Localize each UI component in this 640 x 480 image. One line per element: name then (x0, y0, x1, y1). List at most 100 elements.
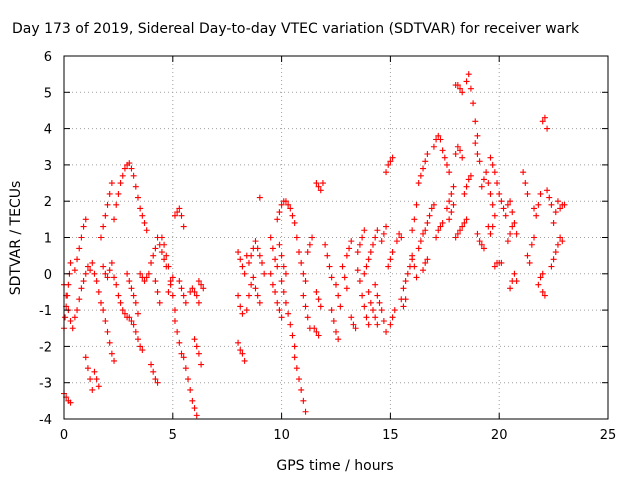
data-point (409, 256, 416, 263)
data-point (372, 234, 379, 241)
data-point (430, 143, 437, 150)
data-point (465, 71, 472, 78)
data-point (176, 205, 183, 212)
data-point (84, 263, 91, 270)
data-point (450, 183, 457, 190)
data-point (504, 201, 511, 208)
data-point (446, 169, 453, 176)
data-point (113, 281, 120, 288)
data-point (128, 317, 135, 324)
data-point (111, 274, 118, 281)
data-point (537, 274, 544, 281)
data-point (522, 180, 529, 187)
data-point (328, 307, 335, 314)
data-point (169, 292, 176, 299)
data-point (252, 285, 259, 292)
data-point (102, 317, 109, 324)
data-point (511, 270, 518, 277)
data-point (311, 325, 318, 332)
data-point (363, 263, 370, 270)
data-point (544, 125, 551, 132)
data-point (383, 223, 390, 230)
chart-title: Day 173 of 2019, Sidereal Day-to-day VTE… (12, 21, 580, 37)
data-point (302, 408, 309, 415)
data-point (300, 270, 307, 277)
data-point (174, 209, 181, 216)
data-point (333, 328, 339, 335)
data-point (402, 296, 409, 303)
data-point (289, 212, 296, 219)
data-point (422, 227, 429, 234)
data-point (278, 201, 285, 208)
data-point (413, 201, 420, 208)
data-point (69, 325, 76, 332)
data-point (93, 278, 100, 285)
data-point (339, 263, 346, 270)
data-point (354, 267, 361, 274)
data-point (304, 314, 311, 321)
data-point (152, 278, 159, 285)
data-point (435, 132, 442, 139)
data-point (106, 190, 113, 197)
data-point (533, 212, 540, 219)
data-point (548, 263, 555, 270)
data-point (235, 292, 242, 299)
data-point (71, 267, 78, 274)
data-point (272, 288, 279, 295)
data-point (461, 219, 468, 226)
data-point (544, 187, 551, 194)
data-point (282, 198, 289, 205)
data-point (313, 288, 320, 295)
data-point (441, 154, 448, 161)
data-point (459, 223, 466, 230)
data-point (250, 274, 257, 281)
data-point (457, 85, 464, 92)
data-point (448, 209, 455, 216)
data-point (369, 241, 376, 248)
data-point (274, 299, 281, 306)
data-point (474, 151, 481, 158)
data-point (359, 234, 366, 241)
data-point (287, 205, 294, 212)
data-point (420, 267, 427, 274)
y-tick-label: -2 (39, 340, 52, 355)
data-point (62, 314, 69, 321)
data-point (87, 267, 94, 274)
data-point (259, 259, 266, 266)
data-point (134, 310, 141, 317)
data-point (256, 194, 263, 201)
data-point (494, 180, 501, 187)
data-point (489, 201, 496, 208)
data-point (376, 299, 383, 306)
data-point (191, 288, 198, 295)
data-point (298, 259, 305, 266)
data-point (67, 399, 74, 406)
data-point (372, 314, 379, 321)
data-point (113, 201, 120, 208)
data-point (145, 270, 152, 277)
data-point (195, 278, 202, 285)
data-point (378, 307, 385, 314)
data-point (100, 263, 107, 270)
data-point (180, 292, 187, 299)
data-point (467, 85, 474, 92)
data-point (80, 223, 87, 230)
data-point (541, 114, 548, 121)
data-point (487, 230, 494, 237)
data-point (415, 180, 422, 187)
y-tick-label: 6 (44, 50, 52, 65)
data-point (108, 180, 115, 187)
data-point (163, 252, 170, 259)
data-point (306, 241, 313, 248)
data-point (457, 147, 464, 154)
data-point (457, 227, 464, 234)
data-point (117, 299, 124, 306)
data-point (387, 256, 394, 263)
data-point (550, 219, 557, 226)
data-point (365, 288, 372, 295)
data-point (87, 376, 94, 383)
data-point (424, 219, 431, 226)
data-point (71, 314, 78, 321)
data-point (102, 270, 109, 277)
